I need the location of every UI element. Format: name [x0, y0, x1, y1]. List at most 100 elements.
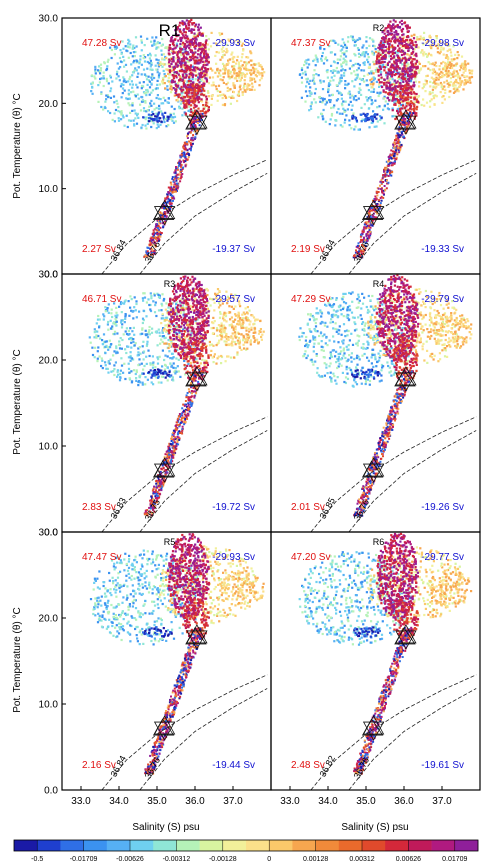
scatter-point — [177, 51, 180, 54]
scatter-point — [401, 70, 404, 73]
scatter-point — [192, 88, 195, 91]
flux-bottom-left: 2.19 Sv — [291, 244, 325, 255]
scatter-point — [396, 112, 400, 115]
scatter-point — [145, 344, 148, 347]
scatter-point — [393, 66, 396, 69]
scatter-point — [237, 74, 240, 77]
scatter-point — [353, 70, 356, 73]
scatter-point — [229, 70, 232, 73]
scatter-point — [396, 80, 399, 83]
scatter-point — [405, 103, 409, 106]
scatter-point — [106, 307, 109, 310]
scatter-point — [151, 248, 154, 251]
scatter-point — [357, 62, 360, 66]
scatter-point — [355, 249, 357, 252]
scatter-point — [162, 299, 165, 302]
scatter-point — [153, 252, 156, 255]
scatter-point — [140, 73, 143, 76]
scatter-point — [158, 104, 161, 107]
scatter-point — [382, 44, 386, 47]
scatter-point — [230, 335, 233, 338]
scatter-point — [149, 102, 152, 105]
scatter-point — [196, 73, 199, 76]
scatter-point — [380, 116, 383, 119]
scatter-point — [418, 62, 421, 65]
scatter-point — [161, 65, 164, 68]
scatter-point — [344, 59, 347, 62]
scatter-point — [374, 48, 377, 51]
scatter-point — [338, 82, 341, 85]
scatter-point — [406, 27, 409, 30]
scatter-point — [128, 40, 131, 43]
scatter-point — [198, 46, 201, 49]
scatter-point — [153, 292, 156, 295]
scatter-point — [402, 78, 405, 81]
scatter-point — [151, 233, 154, 236]
scatter-point — [386, 171, 389, 174]
scatter-point — [375, 67, 378, 70]
scatter-point — [181, 43, 184, 46]
scatter-point — [370, 209, 373, 212]
scatter-point — [157, 59, 160, 62]
scatter-point — [157, 238, 160, 241]
scatter-point — [385, 187, 388, 190]
scatter-point — [164, 197, 167, 200]
scatter-point — [461, 80, 464, 83]
scatter-point — [188, 20, 191, 23]
scatter-point — [175, 331, 178, 334]
scatter-point — [377, 50, 380, 53]
scatter-point — [145, 110, 148, 113]
scatter-point — [177, 39, 180, 42]
scatter-point — [107, 311, 110, 314]
scatter-point — [155, 106, 158, 110]
scatter-point — [405, 112, 408, 114]
scatter-point — [407, 108, 410, 111]
scatter-point — [166, 326, 170, 329]
scatter-point — [169, 87, 172, 90]
scatter-point — [368, 219, 371, 222]
scatter-point — [140, 49, 143, 52]
scatter-point — [215, 51, 218, 54]
scatter-point — [120, 52, 123, 55]
scatter-point — [350, 127, 353, 130]
scatter-point — [181, 22, 184, 25]
scatter-point — [198, 81, 201, 84]
scatter-point — [374, 114, 377, 117]
scatter-point — [390, 63, 393, 66]
scatter-point — [102, 313, 105, 316]
scatter-point — [459, 83, 462, 86]
scatter-point — [167, 80, 170, 83]
scatter-point — [362, 228, 365, 231]
scatter-point — [174, 171, 177, 174]
scatter-point — [121, 338, 124, 342]
scatter-point — [173, 65, 176, 68]
scatter-point — [456, 57, 459, 60]
scatter-point — [399, 93, 402, 96]
scatter-point — [188, 40, 191, 43]
scatter-point — [351, 115, 354, 118]
scatter-point — [215, 85, 218, 88]
scatter-point — [124, 63, 128, 66]
scatter-point — [398, 126, 401, 129]
scatter-point — [101, 367, 104, 370]
scatter-point — [179, 375, 182, 378]
scatter-point — [410, 46, 414, 49]
scatter-point — [407, 86, 410, 89]
scatter-point — [202, 88, 205, 91]
scatter-point — [150, 297, 153, 300]
scatter-point — [400, 79, 403, 82]
scatter-point — [215, 44, 218, 47]
scatter-point — [460, 66, 463, 69]
scatter-point — [118, 343, 121, 346]
scatter-point — [166, 200, 169, 203]
scatter-point — [144, 254, 147, 257]
scatter-point — [344, 118, 347, 121]
scatter-point — [102, 75, 105, 78]
scatter-point — [370, 216, 373, 219]
scatter-point — [391, 27, 394, 30]
scatter-point — [152, 361, 155, 364]
scatter-point — [192, 101, 195, 104]
scatter-point — [457, 54, 460, 57]
scatter-point — [102, 333, 106, 336]
scatter-point — [372, 60, 375, 63]
